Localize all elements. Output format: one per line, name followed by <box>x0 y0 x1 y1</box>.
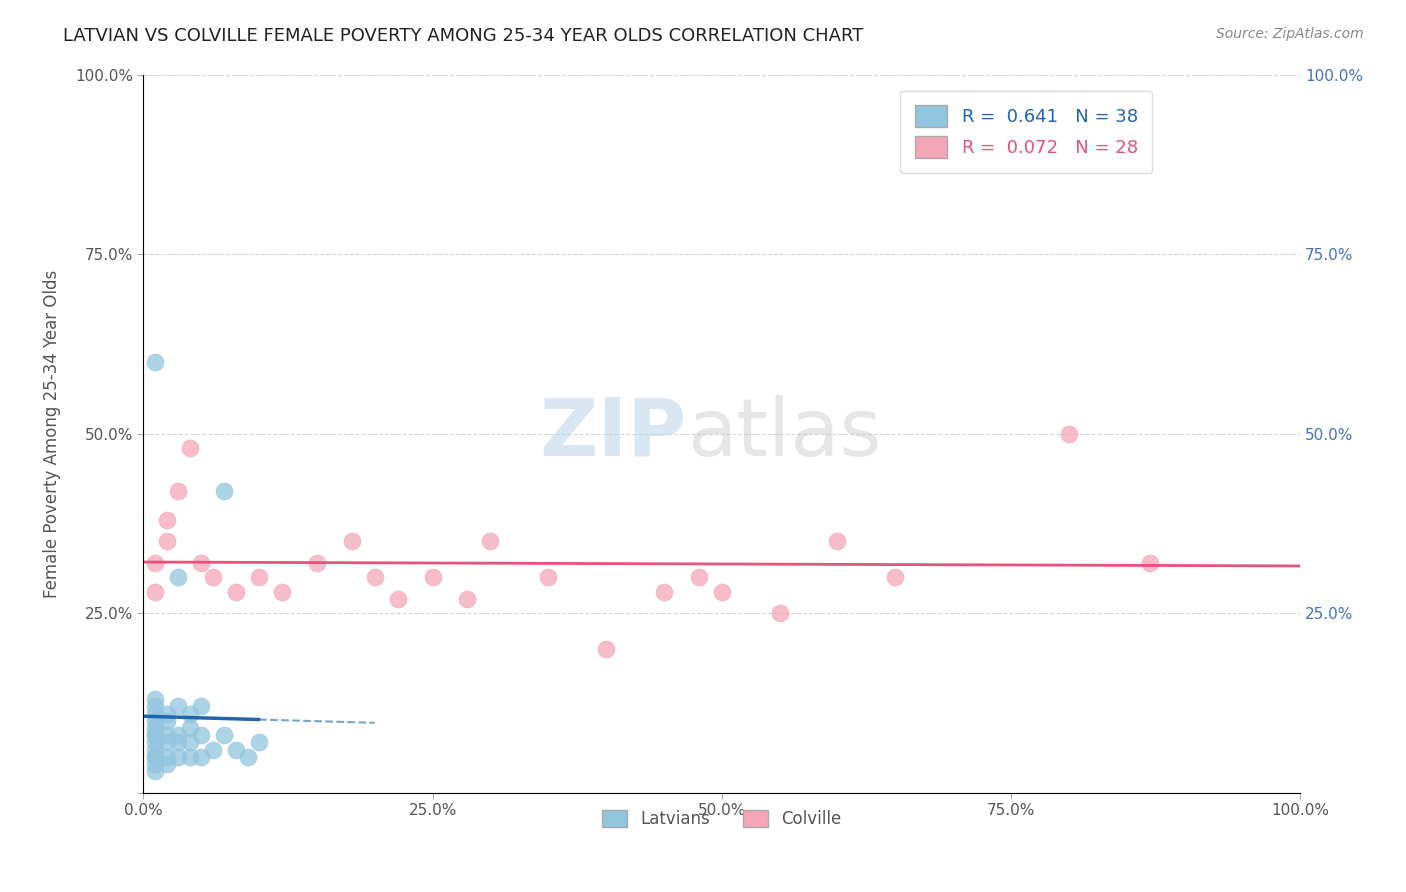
Point <box>143 584 166 599</box>
Point <box>827 534 849 549</box>
Text: atlas: atlas <box>688 394 882 473</box>
Point <box>143 749 166 764</box>
Point <box>456 591 478 606</box>
Point <box>167 699 190 714</box>
Point <box>167 735 190 749</box>
Point <box>143 749 166 764</box>
Point <box>201 742 224 756</box>
Point <box>364 570 387 584</box>
Point <box>143 714 166 728</box>
Point <box>190 556 212 570</box>
Point <box>271 584 294 599</box>
Point <box>143 699 166 714</box>
Point <box>225 584 247 599</box>
Text: ZIP: ZIP <box>540 394 688 473</box>
Point <box>179 721 201 735</box>
Point <box>537 570 560 584</box>
Point <box>155 706 177 721</box>
Point <box>143 706 166 721</box>
Point <box>214 728 236 742</box>
Y-axis label: Female Poverty Among 25-34 Year Olds: Female Poverty Among 25-34 Year Olds <box>44 269 60 598</box>
Point <box>595 642 617 657</box>
Point <box>155 534 177 549</box>
Point <box>190 749 212 764</box>
Point <box>155 749 177 764</box>
Point <box>143 355 166 369</box>
Point <box>143 742 166 756</box>
Point <box>710 584 733 599</box>
Point <box>1139 556 1161 570</box>
Point <box>155 735 177 749</box>
Point <box>340 534 363 549</box>
Point <box>167 570 190 584</box>
Point <box>155 513 177 527</box>
Point <box>305 556 328 570</box>
Point <box>1057 426 1080 441</box>
Point <box>143 692 166 706</box>
Point <box>652 584 675 599</box>
Point <box>155 714 177 728</box>
Point <box>143 764 166 778</box>
Point <box>214 483 236 498</box>
Text: Source: ZipAtlas.com: Source: ZipAtlas.com <box>1216 27 1364 41</box>
Point <box>190 699 212 714</box>
Point <box>155 756 177 771</box>
Point <box>884 570 907 584</box>
Point <box>387 591 409 606</box>
Point <box>155 728 177 742</box>
Point <box>143 728 166 742</box>
Text: LATVIAN VS COLVILLE FEMALE POVERTY AMONG 25-34 YEAR OLDS CORRELATION CHART: LATVIAN VS COLVILLE FEMALE POVERTY AMONG… <box>63 27 863 45</box>
Point <box>768 606 790 620</box>
Point <box>479 534 502 549</box>
Point <box>167 483 190 498</box>
Point <box>179 441 201 455</box>
Point <box>143 735 166 749</box>
Point <box>179 706 201 721</box>
Point <box>143 728 166 742</box>
Point <box>201 570 224 584</box>
Point <box>179 735 201 749</box>
Point <box>167 749 190 764</box>
Point <box>247 570 270 584</box>
Point <box>190 728 212 742</box>
Point <box>179 749 201 764</box>
Point <box>167 728 190 742</box>
Point <box>143 756 166 771</box>
Point <box>225 742 247 756</box>
Point <box>422 570 444 584</box>
Point <box>143 556 166 570</box>
Point <box>688 570 710 584</box>
Legend: Latvians, Colville: Latvians, Colville <box>595 803 848 835</box>
Point <box>247 735 270 749</box>
Point <box>236 749 259 764</box>
Point <box>143 721 166 735</box>
